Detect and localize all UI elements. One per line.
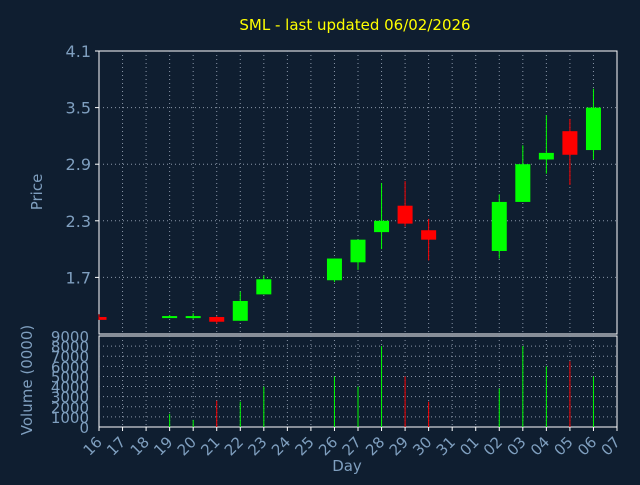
price-plot-frame: [98, 50, 618, 335]
day-tick-label: 18: [127, 433, 153, 459]
day-tick-label: 19: [150, 433, 176, 459]
day-tick-label: 27: [339, 433, 365, 459]
volume-panel: 9000800070006000500040003000200010000161…: [51, 328, 624, 459]
candle-body: [185, 316, 201, 319]
price-panel: 4.1 3.5 2.9 2.3 1.7: [66, 42, 618, 335]
price-tick-label: 2.3: [66, 212, 91, 231]
candle-body: [421, 230, 437, 240]
day-tick-label: 31: [433, 433, 459, 459]
volume-tick-label: 7000: [51, 348, 89, 366]
day-tick-label: 22: [221, 433, 247, 459]
day-tick-label: 05: [551, 433, 577, 459]
candle-body: [256, 279, 272, 295]
candle-body: [232, 300, 248, 321]
candle-body: [209, 317, 225, 322]
candle-body: [99, 317, 107, 320]
candle-body: [491, 201, 507, 251]
day-tick-label: 07: [598, 433, 624, 459]
day-tick-label: 02: [480, 433, 506, 459]
day-tick-label: 21: [197, 433, 223, 459]
price-axis-label: Price: [28, 174, 46, 211]
candle-body: [562, 131, 578, 155]
day-tick-label: 06: [574, 433, 600, 459]
candle-body: [374, 220, 390, 233]
day-tick-label: 01: [456, 433, 482, 459]
volume-tick-label: 9000: [51, 328, 89, 346]
day-tick-label: 29: [386, 433, 412, 459]
volume-tick-label: 3000: [51, 389, 89, 407]
day-tick-label: 30: [409, 433, 435, 459]
volume-tick-label: 2000: [51, 399, 89, 417]
volume-tick-label: 1000: [51, 409, 89, 427]
day-tick-label: 17: [103, 433, 129, 459]
candle-body: [515, 164, 531, 202]
day-tick-label: 03: [503, 433, 529, 459]
price-tick-label: 2.9: [66, 155, 91, 174]
candle-body: [397, 205, 413, 224]
candle-body: [326, 258, 342, 281]
day-tick-label: 24: [268, 433, 294, 459]
volume-tick-label: 8000: [51, 338, 89, 356]
day-tick-label: 25: [292, 433, 318, 459]
day-tick-label: 20: [174, 433, 200, 459]
candle-body: [538, 152, 554, 160]
price-tick-label: 1.7: [66, 268, 91, 287]
price-tick-label: 4.1: [66, 42, 91, 61]
volume-tick-label: 5000: [51, 368, 89, 386]
day-axis-label: Day: [332, 457, 362, 475]
day-tick-label: 23: [244, 433, 270, 459]
chart-title: SML - last updated 06/02/2026: [239, 16, 470, 34]
price-tick-label: 3.5: [66, 99, 91, 118]
day-tick-label: 28: [362, 433, 388, 459]
candle-body: [585, 107, 601, 151]
volume-axis-label: Volume (0000): [18, 325, 36, 435]
day-tick-label: 26: [315, 433, 341, 459]
day-tick-label: 04: [527, 433, 553, 459]
volume-tick-label: 6000: [51, 358, 89, 376]
candle-body: [350, 239, 366, 263]
candle-body: [162, 316, 178, 319]
volume-tick-label: 4000: [51, 379, 89, 397]
volume-tick-label: 0: [79, 419, 89, 437]
day-tick-label: 16: [80, 433, 106, 459]
